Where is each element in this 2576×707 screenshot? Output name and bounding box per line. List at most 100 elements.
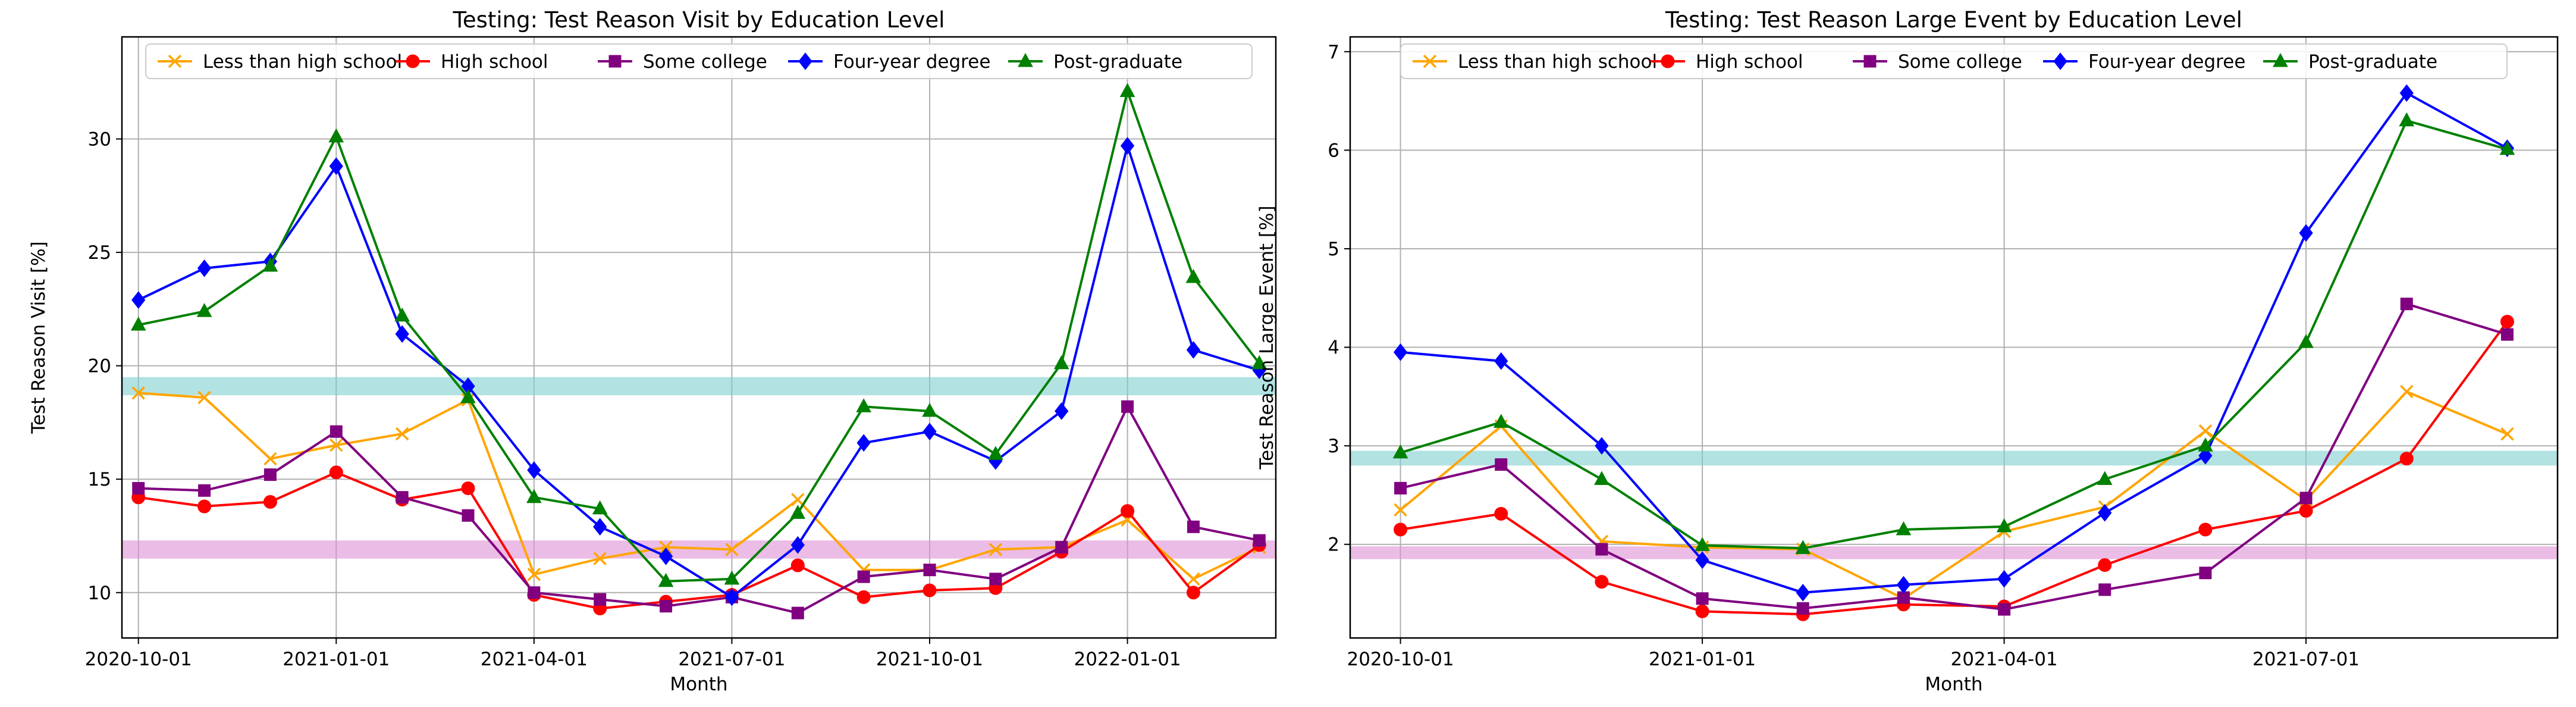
series-line-four-year-degree xyxy=(137,141,1260,599)
y-tick-label: 30 xyxy=(88,129,111,151)
legend-marker-some-college xyxy=(608,55,622,68)
data-point-some-college xyxy=(1055,541,1068,554)
data-point-four-year-degree xyxy=(395,325,409,343)
series-post-graduate xyxy=(1392,112,2515,554)
data-point-four-year-degree xyxy=(2299,224,2313,242)
data-point-less-than-high-school xyxy=(330,438,343,452)
data-point-high-school xyxy=(2198,523,2213,537)
data-point-post-graduate xyxy=(130,316,146,331)
data-point-post-graduate xyxy=(1185,268,1201,283)
data-point-four-year-degree xyxy=(1120,137,1135,155)
legend-label-some-college: Some college xyxy=(643,51,767,73)
data-point-some-college xyxy=(2299,492,2313,505)
data-point-high-school xyxy=(1394,523,1408,537)
data-point-four-year-degree xyxy=(2399,84,2414,102)
data-point-some-college xyxy=(660,600,673,613)
data-point-post-graduate xyxy=(328,128,344,143)
x-tick-label: 2021-04-01 xyxy=(1950,649,2057,670)
chart-panel-2: 2 3 4 5 6 7 2020-10-01 2021-01-01 2021-04-01 2021… xyxy=(1256,7,2559,695)
legend-label-post-graduate: Post-graduate xyxy=(1053,51,1182,73)
series-line-four-year-degree xyxy=(1400,91,2508,594)
data-point-post-graduate xyxy=(658,573,674,587)
data-point-less-than-high-school xyxy=(791,493,805,506)
data-point-less-than-high-school xyxy=(725,543,739,556)
data-point-less-than-high-school xyxy=(527,568,541,581)
y-tick-label: 7 xyxy=(1328,42,1339,63)
legend-label-high-school: High school xyxy=(441,51,548,73)
legend-item-high-school: High school xyxy=(396,51,548,73)
y-tick-label: 5 xyxy=(1328,239,1339,260)
legend-item-some-college: Some college xyxy=(598,51,767,73)
data-point-some-college xyxy=(528,586,541,599)
data-point-post-graduate xyxy=(2399,112,2415,127)
x-tick-label: 2021-01-01 xyxy=(283,649,390,670)
data-point-some-college xyxy=(1595,543,1608,556)
data-point-post-graduate xyxy=(1594,471,1609,485)
series-line-post-graduate xyxy=(1400,119,2508,550)
chart-title: Testing: Test Reason Large Event by Educ… xyxy=(1665,7,2242,33)
data-point-high-school xyxy=(790,558,805,573)
legend-item-post-graduate: Post-graduate xyxy=(2263,51,2437,73)
data-point-post-graduate xyxy=(1795,540,1811,554)
data-point-less-than-high-school xyxy=(395,427,409,441)
data-point-high-school xyxy=(263,495,277,509)
chart-panel-1: 10 15 20 25 30 2020-10-01 2021-01-01 2021-04-01… xyxy=(28,7,1277,695)
data-point-post-graduate xyxy=(262,257,278,272)
data-point-four-year-degree xyxy=(1055,402,1069,420)
data-point-post-graduate xyxy=(2499,140,2515,155)
data-point-less-than-high-school xyxy=(593,552,607,565)
data-point-some-college xyxy=(2098,583,2111,596)
data-point-some-college xyxy=(2400,298,2413,311)
data-point-less-than-high-school xyxy=(989,543,1003,556)
data-point-some-college xyxy=(1495,458,1508,471)
data-point-some-college xyxy=(1796,602,1809,615)
legend: Less than high school High school Some col… xyxy=(1400,43,2508,79)
legend-item-four-year-degree: Four-year degree xyxy=(788,51,990,73)
data-point-four-year-degree xyxy=(329,157,343,176)
data-point-four-year-degree xyxy=(1186,341,1201,359)
data-point-high-school xyxy=(856,590,871,604)
legend-item-less-than-high-school: Less than high school xyxy=(1413,51,1657,73)
axes-frame xyxy=(1349,36,2559,639)
y-tick-label: 20 xyxy=(88,356,111,377)
data-point-post-graduate xyxy=(1053,355,1069,370)
data-point-less-than-high-school xyxy=(2400,384,2414,399)
data-point-post-graduate xyxy=(724,570,740,585)
data-point-four-year-degree xyxy=(1796,584,1810,602)
x-tick-label: 2021-04-01 xyxy=(481,649,588,670)
data-point-four-year-degree xyxy=(1494,352,1508,370)
data-point-some-college xyxy=(2500,328,2514,341)
data-point-some-college xyxy=(1253,534,1266,547)
series-line-post-graduate xyxy=(138,87,1260,583)
data-point-four-year-degree xyxy=(790,536,805,554)
data-point-less-than-high-school xyxy=(131,386,145,400)
data-point-some-college xyxy=(857,570,870,583)
data-point-four-year-degree xyxy=(1695,551,1709,570)
legend-item-some-college: Some college xyxy=(1853,51,2022,73)
series-four-year-degree xyxy=(1393,84,2515,602)
x-tick-label: 2021-10-01 xyxy=(876,649,983,670)
data-point-some-college xyxy=(198,484,211,497)
legend-marker-some-college xyxy=(1863,55,1877,68)
legend-box xyxy=(1400,43,2508,79)
data-point-post-graduate xyxy=(1896,521,1912,536)
series-post-graduate xyxy=(130,83,1267,587)
data-point-some-college xyxy=(923,564,936,577)
data-point-four-year-degree xyxy=(923,423,937,440)
data-point-less-than-high-school xyxy=(659,540,673,554)
data-point-high-school xyxy=(2399,452,2414,466)
legend-label-four-year-degree: Four-year degree xyxy=(2088,51,2245,73)
data-point-less-than-high-school xyxy=(2198,424,2213,438)
legend-box xyxy=(145,43,1253,79)
legend-marker-high-school xyxy=(1661,54,1675,68)
data-point-four-year-degree xyxy=(1595,437,1609,455)
y-tick-label: 10 xyxy=(88,583,111,604)
data-point-some-college xyxy=(989,573,1002,586)
legend-item-high-school: High school xyxy=(1651,51,1803,73)
data-point-post-graduate xyxy=(394,307,410,322)
reference-band-1 xyxy=(1350,451,2558,466)
data-point-post-graduate xyxy=(1996,518,2012,533)
x-axis-label: Month xyxy=(1925,674,1982,695)
legend-item-less-than-high-school: Less than high school xyxy=(158,51,402,73)
